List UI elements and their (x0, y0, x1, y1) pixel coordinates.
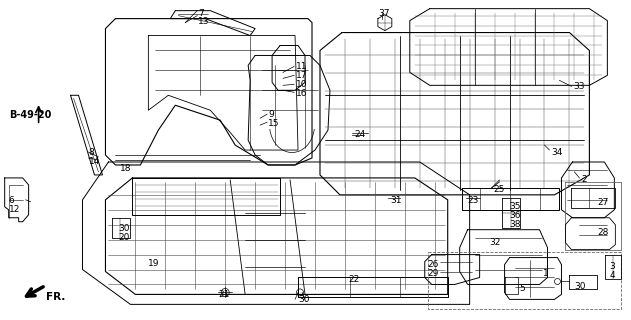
Text: 10: 10 (296, 80, 307, 89)
Text: 30: 30 (119, 224, 130, 233)
Text: FR.: FR. (45, 292, 65, 302)
Text: 28: 28 (598, 228, 609, 237)
Text: 18: 18 (121, 164, 132, 173)
Text: B-49-20: B-49-20 (9, 110, 51, 120)
Text: 17: 17 (296, 71, 307, 80)
Text: 31: 31 (390, 196, 401, 205)
Text: 2: 2 (581, 175, 587, 184)
Text: 23: 23 (468, 196, 479, 205)
Text: 22: 22 (348, 276, 359, 284)
Text: 9: 9 (268, 110, 274, 119)
Text: 1: 1 (543, 268, 548, 277)
Text: 33: 33 (574, 82, 585, 91)
Text: 29: 29 (428, 268, 439, 277)
Text: 14: 14 (88, 157, 100, 166)
Text: 13: 13 (198, 17, 209, 26)
Text: 6: 6 (9, 196, 15, 205)
Text: 35: 35 (510, 202, 521, 211)
Text: 30: 30 (298, 295, 310, 304)
Text: 19: 19 (148, 259, 160, 268)
Text: 4: 4 (610, 270, 615, 279)
Text: 25: 25 (493, 185, 505, 194)
Text: 37: 37 (378, 9, 389, 18)
Text: 34: 34 (551, 148, 563, 157)
Text: 15: 15 (268, 119, 280, 128)
Text: 5: 5 (519, 284, 525, 293)
Text: 26: 26 (428, 260, 439, 268)
Text: 38: 38 (510, 220, 521, 229)
Text: 21: 21 (218, 291, 230, 300)
Text: 30: 30 (574, 283, 586, 292)
Text: 24: 24 (354, 130, 365, 139)
Text: 11: 11 (296, 62, 307, 71)
Text: 12: 12 (9, 205, 20, 214)
Text: 7: 7 (198, 9, 204, 18)
Text: 20: 20 (119, 233, 130, 242)
Text: 27: 27 (598, 198, 609, 207)
Text: 16: 16 (296, 89, 307, 98)
Text: 36: 36 (510, 211, 521, 220)
Text: 8: 8 (88, 148, 94, 157)
Text: 3: 3 (610, 261, 615, 270)
Text: 32: 32 (490, 238, 501, 247)
